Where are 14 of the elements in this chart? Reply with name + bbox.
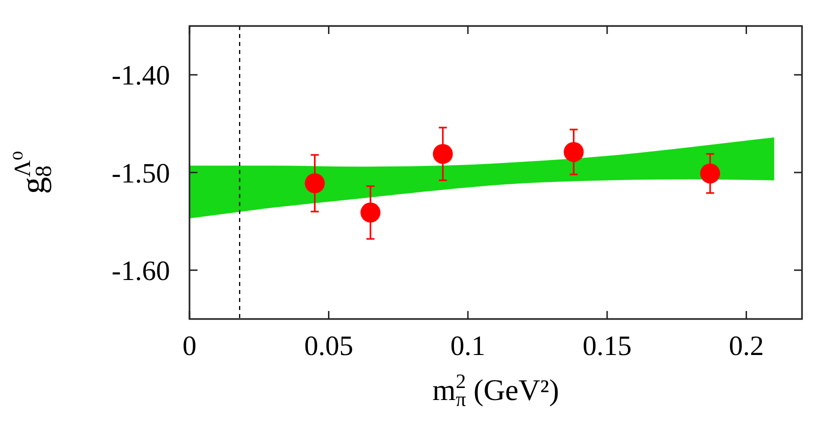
y-tick-label: -1.40: [112, 60, 170, 92]
x-tick-label: 0.2: [728, 331, 764, 362]
y-tick-label: -1.50: [112, 158, 170, 190]
point: [700, 163, 720, 184]
x-tick-label: 0.1: [450, 331, 486, 362]
point: [360, 202, 380, 223]
x-tick-label: 0.15: [582, 331, 632, 362]
point: [304, 173, 325, 194]
y-tick-label: -1.60: [112, 256, 170, 287]
point: [564, 142, 584, 162]
x-tick-label: 0: [182, 331, 196, 362]
x-axis-title: m$_{π}$$^{2}$ (GeV²): [432, 371, 560, 412]
point: [432, 144, 453, 164]
x-tick-label: 0.05: [304, 331, 354, 362]
